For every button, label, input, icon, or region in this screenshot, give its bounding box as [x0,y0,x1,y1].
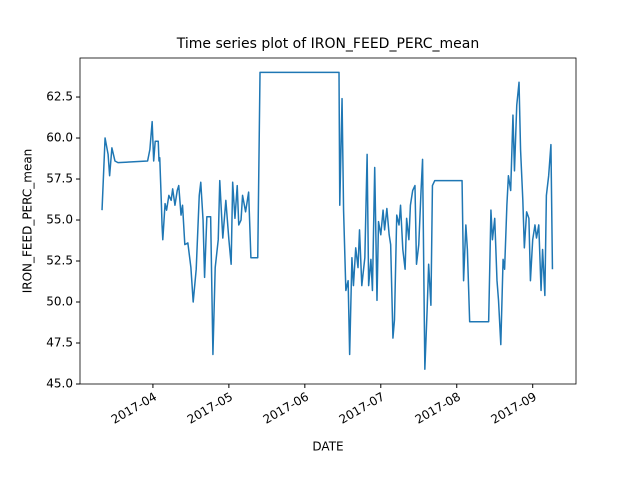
y-tick-label: 55.0 [46,213,73,227]
y-tick-label: 45.0 [46,377,73,391]
y-tick-label: 57.5 [46,172,73,186]
y-tick-label: 62.5 [46,90,73,104]
y-tick-label: 47.5 [46,336,73,350]
data-line [101,71,554,370]
plot-frame [79,57,577,385]
y-tick-label: 50.0 [46,295,73,309]
y-tick-label: 52.5 [46,254,73,268]
x-axis-label: DATE [312,440,343,454]
chart-title: Time series plot of IRON_FEED_PERC_mean [176,36,480,52]
y-tick-label: 60.0 [46,131,73,145]
y-axis-label: IRON_FEED_PERC_mean [21,149,35,294]
